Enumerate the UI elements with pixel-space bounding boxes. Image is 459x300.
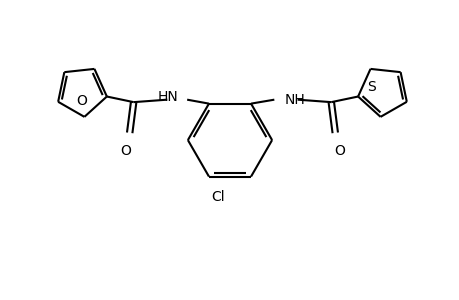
Text: S: S	[366, 80, 375, 94]
Text: Cl: Cl	[211, 190, 224, 204]
Text: O: O	[120, 144, 131, 158]
Text: O: O	[333, 144, 344, 158]
Text: O: O	[76, 94, 87, 108]
Text: HN: HN	[157, 90, 178, 104]
Text: NH: NH	[284, 93, 304, 107]
